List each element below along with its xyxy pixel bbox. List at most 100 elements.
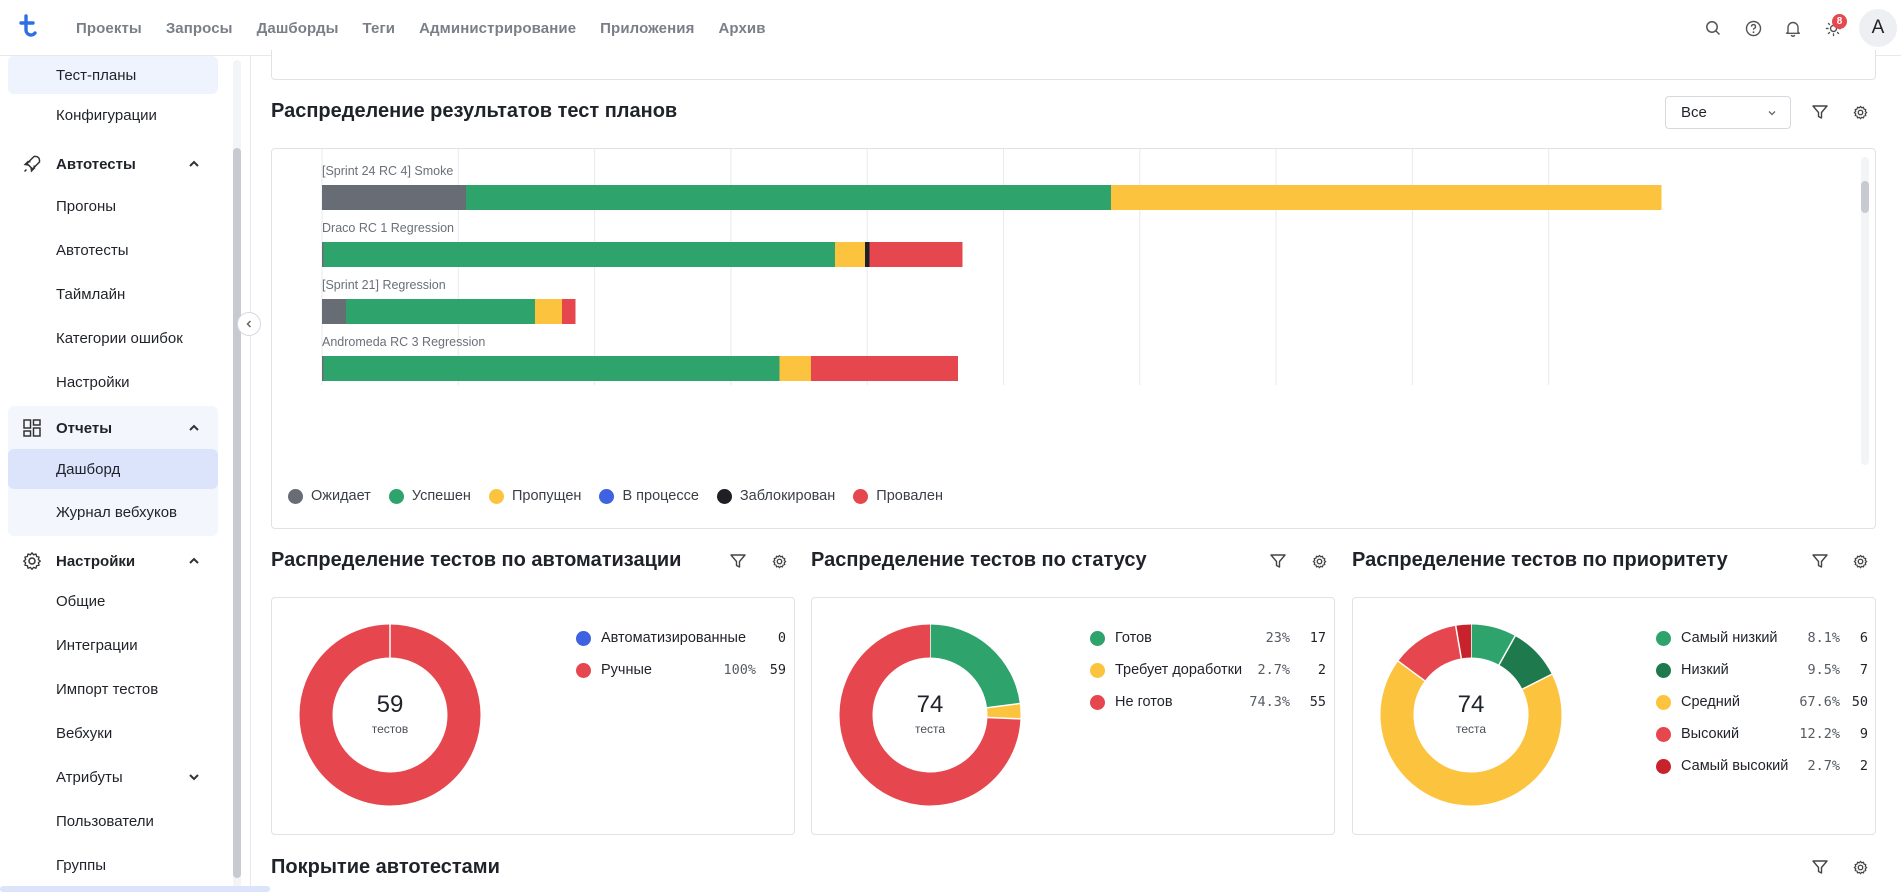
sidebar-item-test-plans[interactable]: Тест-планы xyxy=(8,56,218,94)
status-filter-button[interactable] xyxy=(1264,547,1292,575)
legend-count: 9 xyxy=(1859,726,1868,742)
priority-filter-button[interactable] xyxy=(1806,547,1834,575)
legend-blocked[interactable]: Заблокирован xyxy=(716,488,835,504)
legend-row[interactable]: Высокий 12.2% 9 xyxy=(1656,724,1868,744)
bar-segment xyxy=(909,413,957,438)
collapse-sidebar-button[interactable] xyxy=(237,312,261,336)
sidebar-item-groups[interactable]: Группы xyxy=(56,856,106,874)
results-filter-value: Все xyxy=(1681,104,1707,121)
coverage-filter-button[interactable] xyxy=(1806,853,1834,881)
priority-total: 74 xyxy=(1457,691,1485,718)
bar-category-label: [Sprint 24 RC 4] Smoke xyxy=(322,164,453,178)
legend-passed[interactable]: Успешен xyxy=(388,488,471,504)
help-button[interactable] xyxy=(1733,8,1773,48)
legend-waiting[interactable]: Ожидает xyxy=(288,488,371,504)
sidebar-item-general[interactable]: Общие xyxy=(56,592,106,610)
legend-failed[interactable]: Провален xyxy=(853,488,943,504)
legend-label: Готов xyxy=(1115,630,1152,646)
sidebar-group-autotests[interactable]: Автотесты xyxy=(8,145,218,183)
legend-row[interactable]: Автоматизированные 0 xyxy=(576,628,786,648)
legend-dot xyxy=(716,488,732,504)
results-section-title: Распределение результатов тест планов xyxy=(271,100,678,122)
help-icon xyxy=(1745,20,1761,36)
legend-row[interactable]: Низкий 9.5% 7 xyxy=(1656,660,1868,680)
automation-settings-button[interactable] xyxy=(765,547,793,575)
bar-segment xyxy=(322,356,324,381)
results-settings-button[interactable] xyxy=(1846,98,1874,126)
legend-row[interactable]: Средний 67.6% 50 xyxy=(1656,692,1868,712)
status-settings-button[interactable] xyxy=(1305,547,1333,575)
sidebar-group-reports[interactable]: Отчеты xyxy=(8,409,218,447)
results-legend: Ожидает Успешен Пропущен В процессе Забл… xyxy=(288,488,943,504)
donut-slice xyxy=(1380,661,1562,806)
chart-scrollbar-track[interactable] xyxy=(1861,157,1869,465)
gear-icon xyxy=(772,554,786,568)
automation-donut-chart xyxy=(299,624,481,806)
sidebar-item-webhook-log[interactable]: Журнал вебхуков xyxy=(56,503,178,521)
nav-applications[interactable]: Приложения xyxy=(600,19,695,37)
legend-dot xyxy=(388,488,404,504)
sidebar-divider xyxy=(250,56,251,892)
sidebar-item-import-tests[interactable]: Импорт тестов xyxy=(56,680,159,698)
legend-row[interactable]: Не готов 74.3% 55 xyxy=(1090,692,1326,712)
legend-count: 17 xyxy=(1309,630,1326,646)
legend-in-progress[interactable]: В процессе xyxy=(599,488,699,504)
sidebar-item-error-categories[interactable]: Категории ошибок xyxy=(56,329,183,347)
sidebar-group-settings[interactable]: Настройки xyxy=(8,542,218,580)
bar-segment xyxy=(322,242,324,267)
legend-row[interactable]: Готов 23% 17 xyxy=(1090,628,1326,648)
sidebar-scrollbar-thumb[interactable] xyxy=(233,148,241,878)
legend-row[interactable]: Ручные 100% 59 xyxy=(576,660,786,680)
donut-slice xyxy=(1470,624,1516,666)
results-filter-select[interactable]: Все xyxy=(1665,96,1791,129)
sidebar-item-webhooks[interactable]: Вебхуки xyxy=(56,724,113,742)
nav-dashboards[interactable]: Дашборды xyxy=(256,19,339,37)
sidebar-item-timeline[interactable]: Таймлайн xyxy=(56,285,126,303)
legend-skipped[interactable]: Пропущен xyxy=(488,488,581,504)
app-logo[interactable] xyxy=(18,14,42,40)
legend-row[interactable]: Требует доработки 2.7% 2 xyxy=(1090,660,1326,680)
filter-icon xyxy=(1812,105,1828,119)
legend-row[interactable]: Самый низкий 8.1% 6 xyxy=(1656,628,1868,648)
sidebar-item-configurations[interactable]: Конфигурации xyxy=(56,106,157,124)
bar-category-label: Andromeda RC 3 Regression xyxy=(322,335,485,349)
legend-percent: 74.3% xyxy=(1249,694,1290,710)
sidebar-item-users[interactable]: Пользователи xyxy=(56,812,154,830)
nav-requests[interactable]: Запросы xyxy=(165,19,233,37)
sidebar-item-attributes[interactable]: Атрибуты xyxy=(8,758,218,796)
legend-label: Не готов xyxy=(1115,694,1173,710)
priority-settings-button[interactable] xyxy=(1846,547,1874,575)
automation-section-title: Распределение тестов по автоматизации xyxy=(271,549,682,571)
automation-filter-button[interactable] xyxy=(724,547,752,575)
gear-icon xyxy=(1312,554,1326,568)
search-button[interactable] xyxy=(1693,8,1733,48)
bar-segment xyxy=(811,356,958,381)
sidebar-item-dashboard[interactable]: Дашборд xyxy=(8,449,218,489)
sidebar-item-autotests[interactable]: Автотесты xyxy=(56,241,129,259)
donut-separator xyxy=(987,716,1021,720)
legend-percent: 2.7% xyxy=(1257,662,1290,678)
sidebar-item-autotests-settings[interactable]: Настройки xyxy=(56,373,130,391)
results-chart-card: [Sprint 24 RC 4] Smoke Draco RC 1 Regress… xyxy=(271,148,1876,529)
legend-dot xyxy=(1656,758,1671,774)
status-total: 74 xyxy=(916,691,944,718)
user-avatar[interactable]: A xyxy=(1859,9,1897,47)
nav-administration[interactable]: Администрирование xyxy=(419,19,577,37)
legend-label: Ручные xyxy=(601,662,652,678)
nav-archive[interactable]: Архив xyxy=(718,19,766,37)
theme-button[interactable]: 8 xyxy=(1813,8,1853,48)
nav-projects[interactable]: Проекты xyxy=(76,19,142,37)
sidebar-item-runs[interactable]: Прогоны xyxy=(56,197,117,215)
priority-total-label: теста xyxy=(1455,722,1487,736)
coverage-settings-button[interactable] xyxy=(1846,853,1874,881)
legend-row[interactable]: Самый высокий 2.7% 2 xyxy=(1656,756,1868,776)
results-filter-button[interactable] xyxy=(1806,98,1834,126)
gear-icon xyxy=(1853,860,1867,874)
legend-dot xyxy=(1090,630,1105,646)
notifications-button[interactable] xyxy=(1773,8,1813,48)
sidebar-item-integrations[interactable]: Интеграции xyxy=(56,636,138,654)
chart-scrollbar-thumb[interactable] xyxy=(1861,181,1869,213)
donut-separator xyxy=(1454,625,1463,659)
legend-label: Самый высокий xyxy=(1681,758,1789,774)
nav-tags[interactable]: Теги xyxy=(362,19,396,37)
